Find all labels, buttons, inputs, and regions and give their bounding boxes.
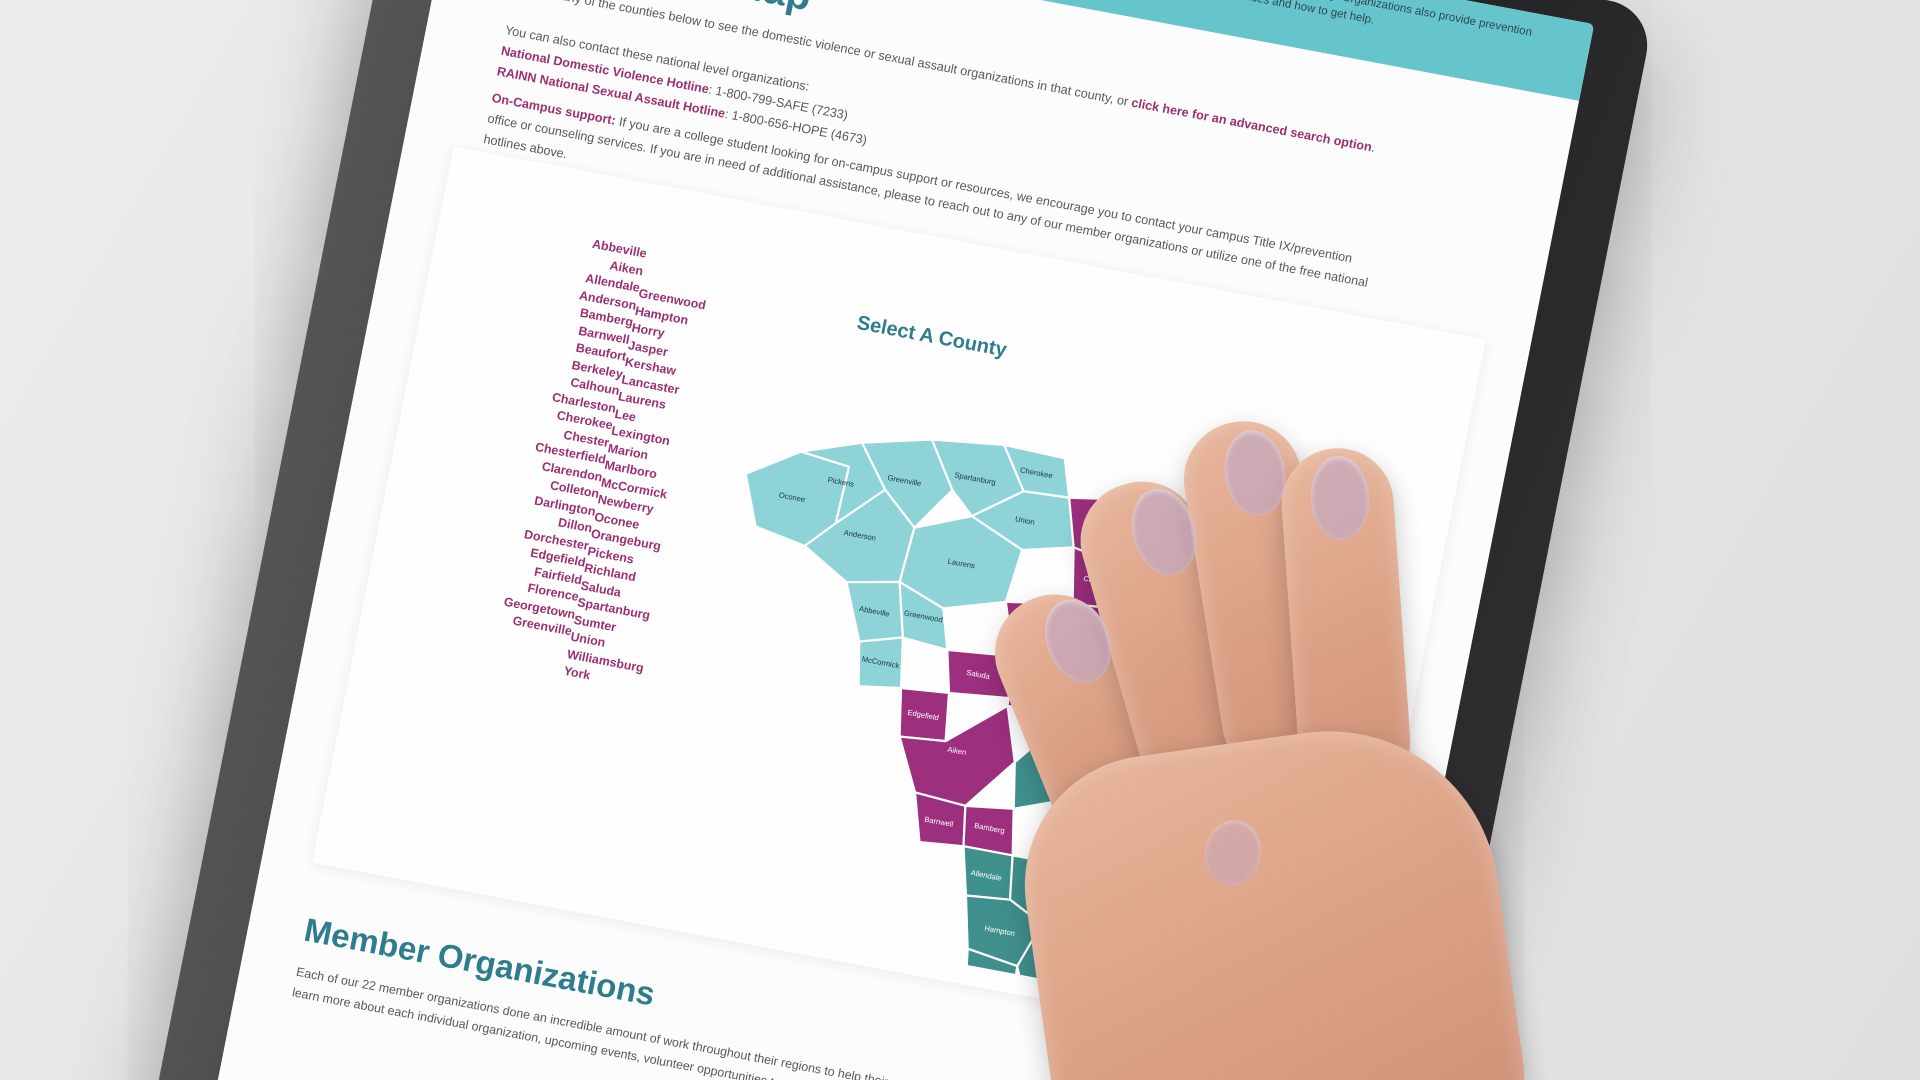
- map-label-oconee: Oconee: [778, 490, 806, 504]
- map-label-aiken: Aiken: [947, 745, 967, 757]
- tablet-screen: DONATE ❯ …with 22 independently operated…: [207, 0, 1595, 1080]
- county-union[interactable]: [967, 481, 1083, 559]
- map-label-jasper: Jasper: [977, 971, 1002, 984]
- south-carolina-map[interactable]: Oconee Pickens Greenville Spartanburg Cherok…: [640, 354, 1427, 1030]
- county-link-columns: Abbeville Aiken Allendale Anderson Bamberg Ba…: [501, 218, 825, 683]
- webpage: DONATE ❯ …with 22 independently operated…: [207, 0, 1595, 1080]
- map-label-pickens: Pickens: [827, 475, 855, 489]
- map-heading: Select A County: [855, 311, 1009, 362]
- county-greenville[interactable]: [848, 427, 962, 533]
- map-label-union: Union: [1014, 514, 1035, 526]
- advanced-search-link[interactable]: an advanced search option: [1210, 110, 1374, 155]
- tablet-device: DONATE ❯ …with 22 independently operated…: [144, 0, 1656, 1080]
- advanced-search-link-a[interactable]: click here for: [1130, 95, 1210, 124]
